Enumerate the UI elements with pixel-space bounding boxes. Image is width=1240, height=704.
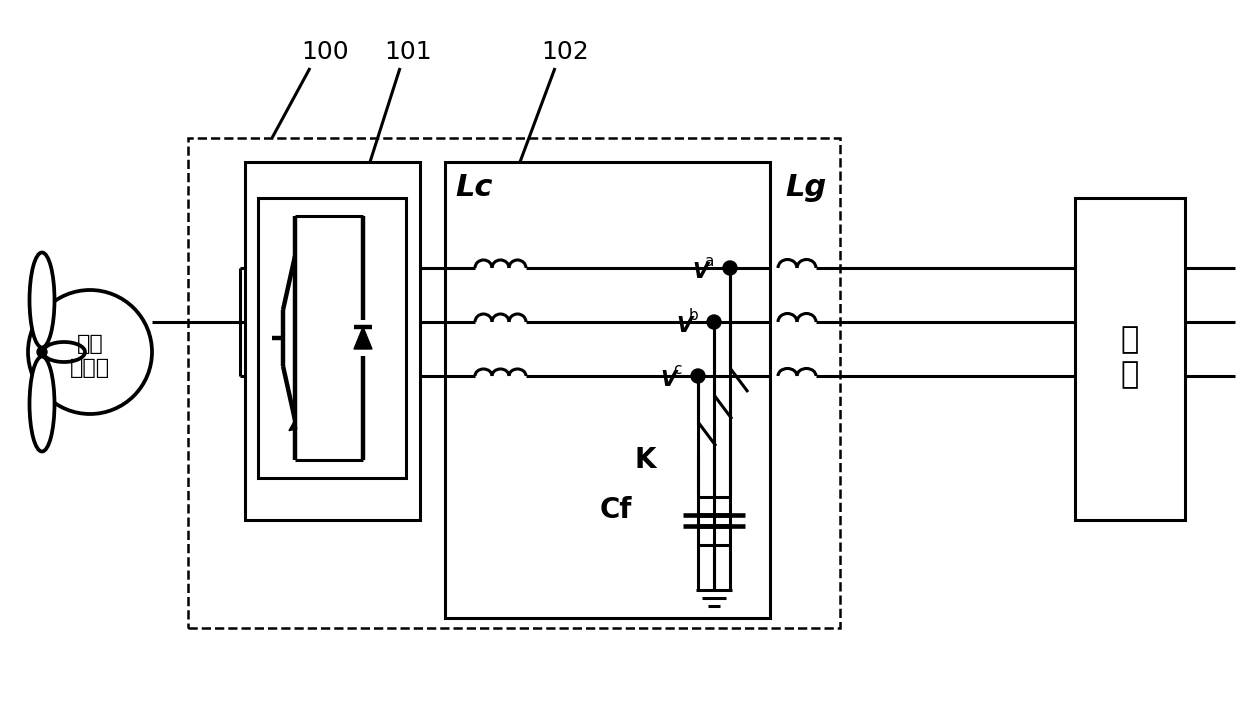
Bar <box>246 162 420 520</box>
Text: V: V <box>660 370 676 390</box>
Polygon shape <box>353 327 372 349</box>
Text: Lg: Lg <box>785 172 826 201</box>
Text: c: c <box>673 361 681 377</box>
Circle shape <box>707 315 720 329</box>
Text: 102: 102 <box>541 40 589 64</box>
Text: 电: 电 <box>1121 325 1140 355</box>
Polygon shape <box>289 420 296 431</box>
Text: K: K <box>634 446 656 474</box>
Circle shape <box>691 369 706 383</box>
Circle shape <box>723 261 737 275</box>
Ellipse shape <box>43 342 86 362</box>
Circle shape <box>37 347 47 357</box>
Text: 100: 100 <box>301 40 348 64</box>
Text: 101: 101 <box>384 40 432 64</box>
Ellipse shape <box>30 356 55 451</box>
Text: Lc: Lc <box>455 172 492 201</box>
Text: 网: 网 <box>1121 360 1140 389</box>
Bar <box>258 198 405 478</box>
Text: Cf: Cf <box>599 496 632 524</box>
Text: V: V <box>692 262 708 282</box>
Bar <box>188 138 839 628</box>
Text: 发电机: 发电机 <box>69 358 110 378</box>
Text: b: b <box>688 308 698 322</box>
Bar <box>445 162 770 618</box>
Bar <box>1075 198 1185 520</box>
Text: 风力: 风力 <box>77 334 103 354</box>
Ellipse shape <box>30 253 55 348</box>
Text: a: a <box>704 253 714 268</box>
Text: V: V <box>676 316 692 336</box>
